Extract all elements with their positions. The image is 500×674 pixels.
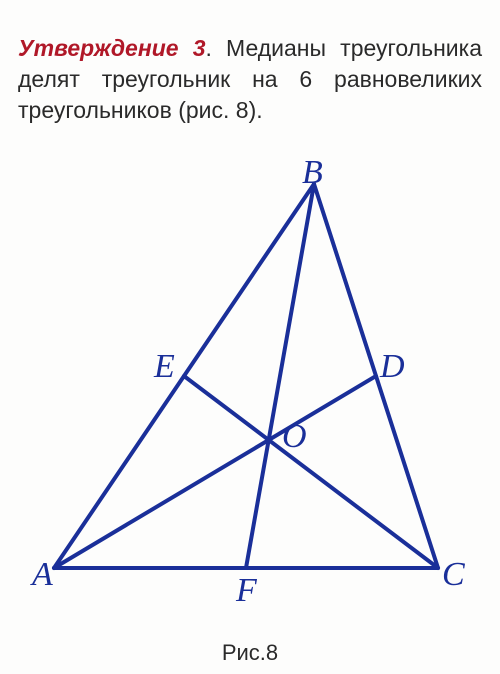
figure-container: A B C D E F O [18,154,482,624]
vertex-label-B: B [302,156,323,190]
page-root: Утверждение 3. Медианы треугольника деля… [0,0,500,674]
vertex-label-C: C [442,558,465,592]
vertex-label-D: D [380,350,405,384]
figure-caption: Рис.8 [18,640,482,666]
vertex-label-O: O [282,420,307,454]
statement-lead: Утверждение 3 [18,35,206,61]
vertex-label-F: F [236,574,257,608]
statement-text: Утверждение 3. Медианы треугольника деля… [18,33,482,126]
triangle-diagram [18,154,482,594]
vertex-label-A: A [32,558,53,592]
vertex-label-E: E [154,350,175,384]
